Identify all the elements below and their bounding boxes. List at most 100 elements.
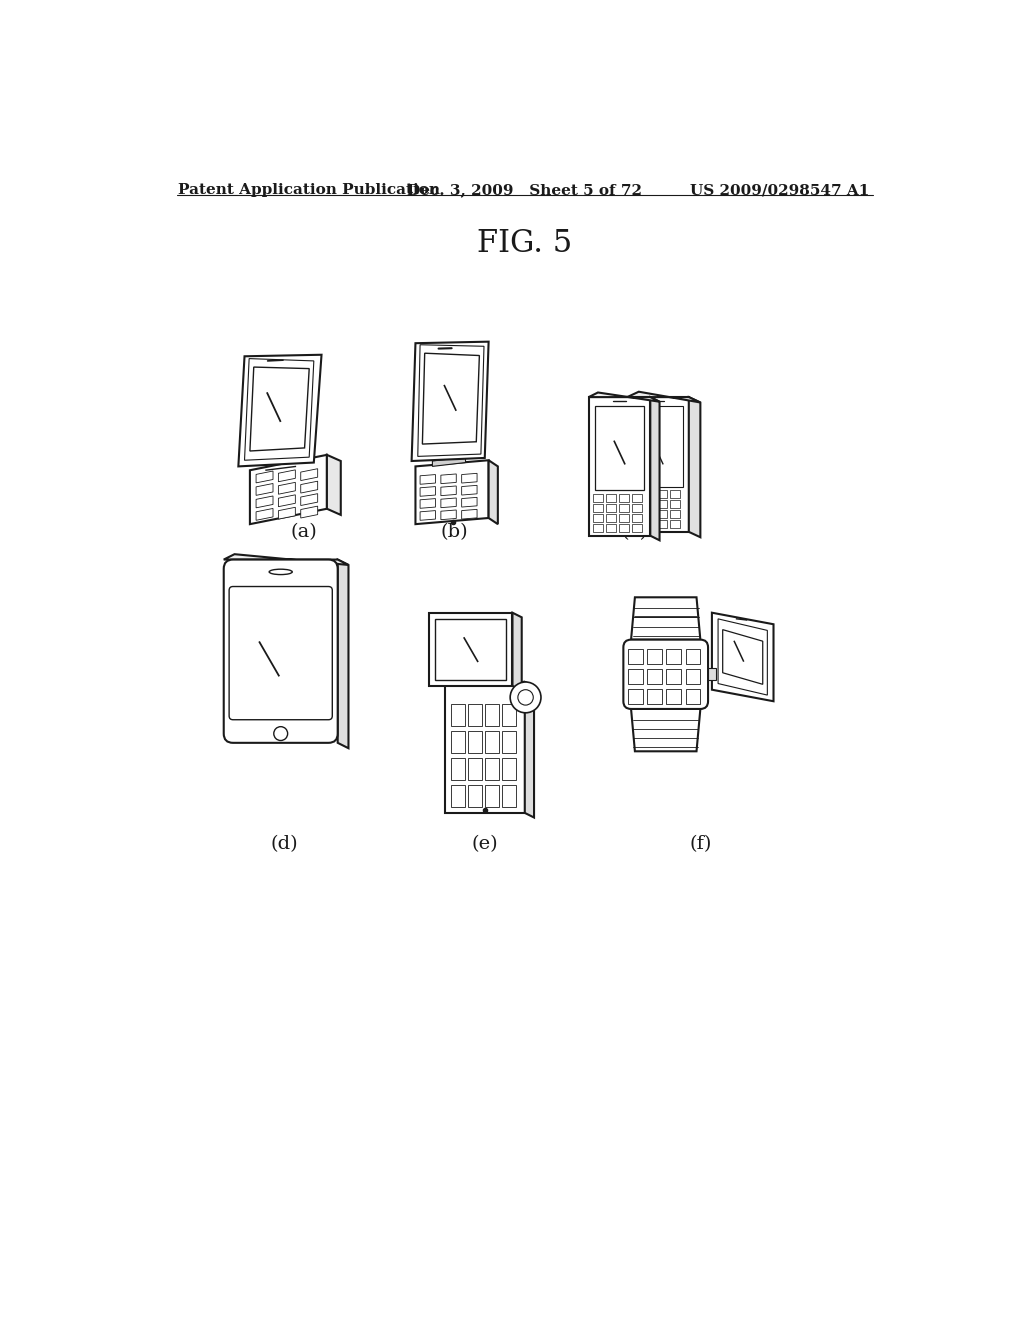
Polygon shape (416, 461, 488, 524)
Polygon shape (484, 705, 499, 726)
Polygon shape (468, 731, 481, 752)
Text: (b): (b) (440, 523, 468, 541)
Polygon shape (451, 758, 465, 780)
Polygon shape (462, 498, 477, 507)
Polygon shape (502, 758, 515, 780)
FancyBboxPatch shape (223, 560, 338, 743)
Polygon shape (628, 392, 700, 403)
Polygon shape (301, 494, 317, 506)
Polygon shape (327, 455, 341, 515)
Polygon shape (488, 461, 498, 524)
Polygon shape (462, 474, 477, 483)
Polygon shape (589, 397, 650, 536)
Polygon shape (644, 520, 654, 528)
Polygon shape (256, 471, 273, 483)
Polygon shape (441, 498, 457, 508)
Polygon shape (657, 511, 668, 517)
Text: (c): (c) (622, 523, 648, 541)
Polygon shape (484, 785, 499, 807)
Polygon shape (618, 524, 629, 532)
Polygon shape (462, 510, 477, 519)
Polygon shape (618, 515, 629, 521)
Polygon shape (256, 508, 273, 520)
Polygon shape (250, 455, 327, 524)
Polygon shape (441, 510, 457, 520)
Polygon shape (618, 504, 629, 512)
Polygon shape (420, 499, 435, 508)
Polygon shape (605, 494, 615, 502)
Text: Dec. 3, 2009   Sheet 5 of 72: Dec. 3, 2009 Sheet 5 of 72 (408, 183, 642, 197)
Polygon shape (671, 500, 680, 508)
Polygon shape (650, 397, 659, 540)
Polygon shape (524, 682, 535, 817)
Polygon shape (593, 494, 602, 502)
Text: (d): (d) (270, 834, 298, 853)
Polygon shape (279, 507, 295, 519)
Text: FIG. 5: FIG. 5 (477, 227, 572, 259)
Polygon shape (605, 524, 615, 532)
Circle shape (510, 682, 541, 713)
Polygon shape (618, 494, 629, 502)
Polygon shape (632, 494, 642, 502)
Text: (f): (f) (689, 834, 712, 853)
Polygon shape (420, 487, 435, 496)
Polygon shape (647, 649, 662, 664)
Polygon shape (451, 785, 465, 807)
Polygon shape (671, 511, 680, 517)
Polygon shape (451, 731, 465, 752)
Polygon shape (441, 486, 457, 496)
Polygon shape (301, 506, 317, 517)
Text: US 2009/0298547 A1: US 2009/0298547 A1 (690, 183, 869, 197)
Polygon shape (468, 785, 481, 807)
Polygon shape (631, 511, 641, 517)
FancyBboxPatch shape (624, 640, 708, 709)
Polygon shape (671, 520, 680, 528)
Polygon shape (301, 482, 317, 494)
Polygon shape (279, 495, 295, 507)
Polygon shape (631, 500, 641, 508)
Polygon shape (239, 355, 322, 466)
Polygon shape (256, 496, 273, 508)
Polygon shape (605, 515, 615, 521)
Polygon shape (444, 677, 535, 686)
Polygon shape (429, 612, 512, 686)
Polygon shape (444, 682, 524, 813)
Polygon shape (628, 689, 643, 705)
Polygon shape (632, 515, 642, 521)
Polygon shape (686, 689, 700, 705)
Polygon shape (279, 470, 295, 482)
Polygon shape (451, 705, 465, 726)
Polygon shape (484, 758, 499, 780)
Polygon shape (723, 630, 763, 684)
Polygon shape (686, 669, 700, 684)
Polygon shape (338, 560, 348, 748)
Polygon shape (605, 504, 615, 512)
Polygon shape (420, 511, 435, 520)
Polygon shape (223, 554, 348, 565)
Text: (e): (e) (471, 834, 498, 853)
Polygon shape (435, 619, 506, 680)
Polygon shape (667, 689, 681, 705)
Polygon shape (667, 649, 681, 664)
Polygon shape (265, 466, 296, 470)
Polygon shape (647, 669, 662, 684)
Polygon shape (631, 490, 641, 498)
Polygon shape (644, 500, 654, 508)
Polygon shape (708, 668, 716, 681)
Polygon shape (657, 500, 668, 508)
Polygon shape (250, 367, 309, 451)
Polygon shape (647, 689, 662, 705)
Polygon shape (432, 457, 466, 466)
Polygon shape (631, 598, 700, 640)
Polygon shape (686, 649, 700, 664)
Polygon shape (256, 483, 273, 495)
Polygon shape (422, 354, 479, 444)
Polygon shape (512, 612, 521, 690)
Polygon shape (644, 511, 654, 517)
Polygon shape (420, 475, 435, 484)
Polygon shape (657, 490, 668, 498)
Polygon shape (628, 397, 689, 532)
Polygon shape (301, 469, 317, 480)
Polygon shape (718, 619, 767, 696)
Polygon shape (502, 731, 515, 752)
